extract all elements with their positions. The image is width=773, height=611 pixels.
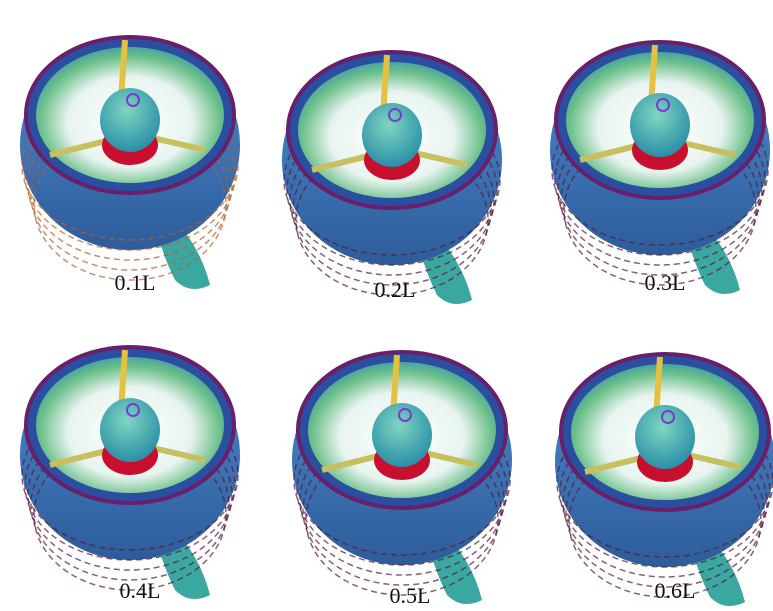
panel-label: 0.2L <box>375 277 416 302</box>
hub <box>362 103 422 167</box>
panel-label: 0.5L <box>390 583 431 608</box>
hub <box>635 405 695 469</box>
hub <box>100 88 160 152</box>
duct-render <box>20 347 240 599</box>
hub <box>630 93 690 157</box>
hub <box>372 403 432 467</box>
panel-label: 0.1L <box>115 270 156 295</box>
duct-render <box>555 354 773 606</box>
duct-render <box>550 42 770 294</box>
duct-render <box>20 37 240 289</box>
duct-render <box>282 52 502 304</box>
figure: 0.1L 0.2L 0.3L 0.4L 0.5L 0.6L <box>0 0 773 611</box>
panel-label: 0.6L <box>655 578 696 603</box>
duct-render <box>292 352 512 604</box>
hub <box>100 398 160 462</box>
panel-label: 0.4L <box>120 578 161 603</box>
panel-label: 0.3L <box>645 270 686 295</box>
